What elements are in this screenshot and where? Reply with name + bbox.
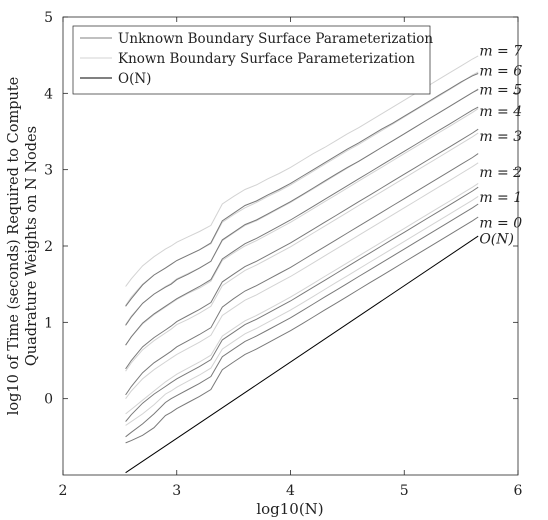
x-axis-label: log10(N) — [256, 500, 323, 518]
tick-layer: 2 3 4 5 6 0 1 2 3 4 5 — [44, 10, 522, 499]
y-tick-label: 0 — [44, 392, 53, 408]
series-annotation: m = 5 — [479, 83, 522, 99]
series-line-known-m-0 — [125, 195, 479, 426]
legend-label-on: O(N) — [118, 71, 151, 87]
x-tick-label: 6 — [514, 483, 523, 499]
x-tick-label: 3 — [172, 483, 181, 499]
series-line-unknown-m-0 — [125, 216, 479, 444]
series-annotation: m = 0 — [479, 215, 522, 231]
series-annotation: m = 4 — [479, 104, 522, 120]
reference-layer — [125, 235, 479, 474]
series-line-known-m-1 — [125, 182, 479, 415]
series-line-known-m-2 — [125, 162, 479, 399]
legend-label-known: Known Boundary Surface Parameterization — [118, 51, 415, 67]
series-line-unknown-m-3 — [125, 153, 479, 396]
y-axis-label-line2: Quadrature Weights on N Nodes — [24, 126, 40, 366]
series-line-known-m-3 — [125, 132, 479, 372]
x-tick-label: 4 — [286, 483, 295, 499]
y-tick-label: 4 — [44, 86, 53, 102]
x-tick-label: 2 — [59, 483, 68, 499]
x-tick-label: 5 — [400, 483, 409, 499]
series-line-unknown-m-7 — [125, 73, 479, 307]
series-line-unknown-m-6 — [125, 89, 479, 326]
y-tick-label: 5 — [44, 10, 53, 26]
legend-box — [72, 25, 431, 95]
y-tick-label: 1 — [44, 315, 53, 331]
y-axis-label-line1: log10 of Time (seconds) Required to Comp… — [6, 77, 22, 415]
series-line-unknown-m-4 — [125, 128, 479, 370]
legend-label-unknown: Unknown Boundary Surface Parameterizatio… — [118, 31, 433, 47]
series-annotation: m = 2 — [479, 165, 522, 181]
series-annotation: m = 6 — [479, 63, 522, 79]
y-axis-label: log10 of Time (seconds) Required to Comp… — [6, 77, 40, 415]
series-line-unknown-m-1 — [125, 203, 479, 438]
reference-line-on — [125, 235, 479, 474]
series-annotation: m = 7 — [479, 44, 522, 60]
y-tick-label: 2 — [44, 239, 53, 255]
series-annotation: m = 3 — [479, 129, 522, 145]
y-tick-label: 3 — [44, 163, 53, 179]
series-annotation: O(N) — [479, 231, 514, 247]
series-line-unknown-m-5 — [125, 106, 479, 346]
annotation-layer: m = 7 m = 6 m = 5 m = 4 m = 3 m = 2 m = 1 m = 0… — [479, 44, 522, 248]
series-line-unknown-m-2 — [125, 186, 479, 422]
legend: Unknown Boundary Surface Parameterizatio… — [72, 25, 433, 95]
series-layer — [125, 55, 479, 444]
series-line-known-m-4 — [125, 108, 479, 346]
series-annotation: m = 1 — [479, 190, 522, 206]
